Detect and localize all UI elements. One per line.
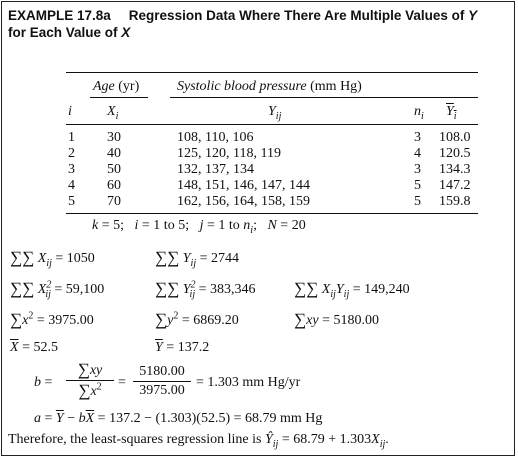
sum-x-squared: ∑∑ X2ij = 59,100 bbox=[10, 279, 105, 300]
table-cell-ybar: 108.0 bbox=[439, 130, 471, 145]
table-cell-i: 3 bbox=[68, 162, 75, 177]
sum-y: ∑∑ Yij = 2744 bbox=[155, 248, 240, 269]
table-cell-y: 148, 151, 146, 147, 144 bbox=[177, 178, 310, 193]
sum-xy-raw: ∑∑ XijYij = 149,240 bbox=[294, 279, 410, 300]
table-cell-n: 5 bbox=[414, 194, 421, 209]
col-header-n: ni bbox=[414, 104, 424, 122]
table-cell-ybar: 134.3 bbox=[439, 162, 471, 177]
col-header-y: Yij bbox=[268, 104, 282, 122]
ss-xy: ∑xy = 5180.00 bbox=[294, 310, 379, 329]
b-numerator: 5180.00 bbox=[139, 364, 185, 379]
table-header-rule bbox=[66, 124, 478, 125]
table-cell-i: 2 bbox=[68, 146, 75, 161]
example-caption: EXAMPLE 17.8a Regression Data Where There… bbox=[8, 7, 508, 41]
a-formula: a = Y − bX = 137.2 − (1.303)(52.5) = 68.… bbox=[34, 411, 323, 426]
table-cell-x: 30 bbox=[107, 130, 121, 145]
col-header-ybar: Yi bbox=[446, 104, 457, 122]
table-cell-x: 70 bbox=[107, 194, 121, 209]
ss-y: ∑y2 = 6869.20 bbox=[155, 310, 239, 329]
table-cell-ybar: 159.8 bbox=[439, 194, 471, 209]
age-underline bbox=[90, 97, 148, 98]
b-numeric-fraction: 5180.00 3975.00 bbox=[133, 364, 191, 399]
table-cell-i: 4 bbox=[68, 178, 75, 193]
ss-x: ∑x2 = 3975.00 bbox=[10, 310, 94, 329]
b-symbolic-fraction: ∑xy ∑x2 bbox=[66, 361, 114, 400]
table-cell-y: 162, 156, 164, 158, 159 bbox=[177, 194, 310, 209]
b-result: = 1.303 mm Hg/yr bbox=[196, 375, 301, 390]
b-denominator: 3975.00 bbox=[139, 383, 185, 398]
caption-var-x: X bbox=[121, 25, 131, 40]
caption-title-line2: for Each Value of bbox=[8, 25, 118, 40]
table-cell-n: 3 bbox=[414, 162, 421, 177]
sum-x: ∑∑ Xij = 1050 bbox=[10, 248, 95, 269]
col-header-x: Xi bbox=[107, 104, 119, 122]
table-cell-ybar: 147.2 bbox=[439, 178, 471, 193]
col-header-i: i bbox=[68, 104, 72, 119]
table-cell-y: 108, 110, 106 bbox=[177, 130, 254, 145]
table-cell-n: 4 bbox=[414, 146, 421, 161]
table-cell-ybar: 120.5 bbox=[439, 146, 471, 161]
x-mean: X = 52.5 bbox=[10, 340, 58, 355]
sbp-group-header: Systolic blood pressure (mm Hg) bbox=[177, 79, 362, 94]
age-group-header: Age (yr) bbox=[93, 79, 140, 94]
sbp-underline bbox=[170, 97, 478, 98]
table-cell-x: 40 bbox=[107, 146, 121, 161]
caption-var-y: Y bbox=[468, 8, 478, 23]
y-mean: Y = 137.2 bbox=[155, 340, 210, 355]
table-cell-n: 3 bbox=[414, 130, 421, 145]
table-top-rule bbox=[66, 72, 478, 73]
table-cell-y: 132, 137, 134 bbox=[177, 162, 254, 177]
caption-title-line1: Regression Data Where There Are Multiple… bbox=[128, 8, 465, 23]
table-cell-x: 60 bbox=[107, 178, 121, 193]
table-cell-i: 5 bbox=[68, 194, 75, 209]
table-cell-y: 125, 120, 118, 119 bbox=[177, 146, 281, 161]
sum-y-squared: ∑∑ Y2ij = 383,346 bbox=[155, 279, 256, 300]
table-bottom-rule bbox=[66, 213, 478, 214]
table-cell-n: 5 bbox=[414, 178, 421, 193]
b-equals: = bbox=[118, 375, 126, 390]
regression-line-statement: Therefore, the least-squares regression … bbox=[8, 432, 389, 450]
b-label: b = bbox=[34, 375, 53, 390]
table-footnote: k = 5; i = 1 to 5; j = 1 to ni; N = 20 bbox=[92, 218, 306, 236]
example-label: EXAMPLE 17.8a bbox=[8, 8, 111, 23]
table-cell-x: 50 bbox=[107, 162, 121, 177]
table-cell-i: 1 bbox=[68, 130, 75, 145]
